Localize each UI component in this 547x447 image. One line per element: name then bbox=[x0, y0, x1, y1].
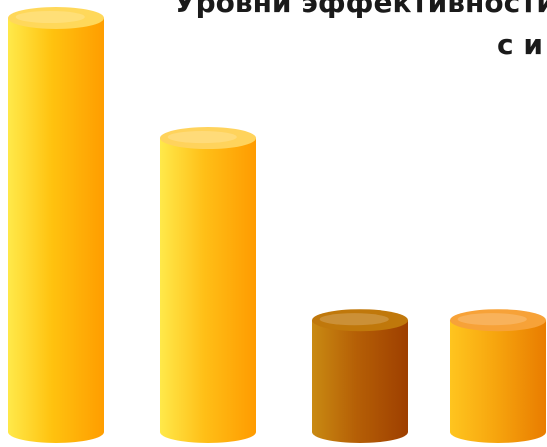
bar-top-4 bbox=[450, 309, 546, 332]
bar-top-highlight-2 bbox=[167, 131, 237, 144]
bar-top-2 bbox=[160, 127, 256, 150]
chart-title-line-2: с и bbox=[497, 28, 543, 61]
bar-body-4 bbox=[450, 320, 546, 432]
cylinder-bar-2 bbox=[160, 127, 256, 443]
bar-series bbox=[8, 7, 546, 443]
bar-body-2 bbox=[160, 138, 256, 432]
cylinder-bar-3 bbox=[312, 309, 408, 443]
bar-top-highlight-3 bbox=[319, 313, 389, 326]
bar-top-highlight-1 bbox=[15, 10, 85, 24]
bar-bottom-1 bbox=[8, 421, 104, 443]
bar-body-1 bbox=[8, 18, 104, 432]
bar-bottom-3 bbox=[312, 421, 408, 443]
cylinder-bar-1 bbox=[8, 7, 104, 443]
cylinder-bar-4 bbox=[450, 309, 546, 443]
chart-title-line-1: Уровни эффективности при труд bbox=[174, 0, 547, 19]
bar-top-3 bbox=[312, 309, 408, 332]
bar-top-1 bbox=[8, 7, 104, 29]
bar-body-3 bbox=[312, 320, 408, 432]
bar-top-highlight-4 bbox=[457, 313, 527, 326]
bar-bottom-2 bbox=[160, 421, 256, 443]
bar-bottom-4 bbox=[450, 421, 546, 443]
